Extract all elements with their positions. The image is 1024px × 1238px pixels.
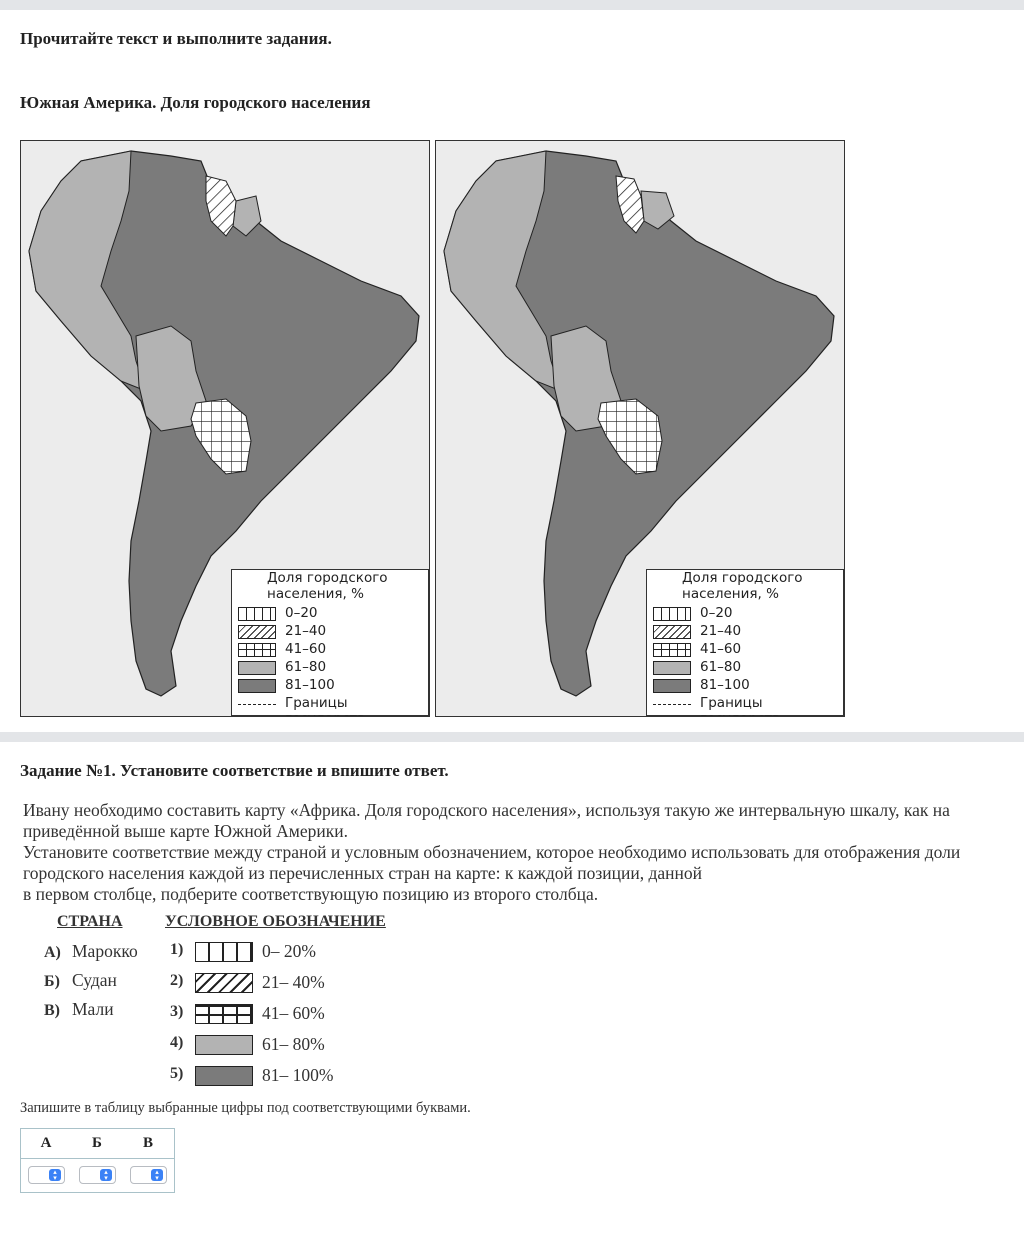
legend-item-21-40: 21–40: [653, 623, 843, 639]
south-america-map-right: [443, 150, 835, 697]
map-legend: Доля городского населения, % 0–20 21–40 …: [231, 569, 429, 716]
symbol-option-5: 5) 81– 100%: [170, 1065, 334, 1086]
answer-select-a[interactable]: ▴ ▾: [28, 1166, 65, 1184]
legend-item-borders: Границы государств: [238, 695, 428, 716]
south-america-map-left: [28, 150, 420, 697]
legend-title: Доля городского населения, %: [267, 570, 388, 602]
task-title: Задание №1. Установите соответствие и вп…: [20, 761, 449, 780]
map-legend: Доля городского населения, % 0–20 21–40 …: [646, 569, 844, 716]
legend-item-81-100: 81–100: [238, 677, 428, 693]
legend-item-21-40: 21–40: [238, 623, 428, 639]
region-41-60-paraguay: [190, 398, 252, 475]
swatch-diagonal-hatch: [195, 973, 253, 993]
answer-table-header: А Б В: [21, 1129, 174, 1159]
symbol-option-3: 3) 41– 60%: [170, 1003, 325, 1024]
answer-header-v: В: [142, 1135, 153, 1151]
answer-header-b: Б: [92, 1135, 102, 1151]
legend-item-61-80: 61–80: [653, 659, 843, 675]
legend-item-41-60: 41–60: [238, 641, 428, 657]
swatch-dark-grey: [195, 1066, 253, 1086]
legend-item-0-20: 0–20: [653, 605, 843, 621]
task-paragraph-2: Установите соответствие между страной и …: [23, 842, 961, 883]
answer-table: А Б В ▴ ▾ ▴ ▾ ▴ ▾: [20, 1128, 175, 1193]
swatch-grid: [195, 1004, 253, 1024]
select-arrow-icon: ▴ ▾: [151, 1169, 163, 1182]
answer-header-a: А: [40, 1135, 52, 1151]
select-arrow-icon: ▴ ▾: [49, 1169, 61, 1182]
legend-title: Доля городского населения, %: [682, 570, 803, 602]
answer-select-v[interactable]: ▴ ▾: [130, 1166, 167, 1184]
section-divider: [0, 732, 1024, 742]
task-paragraph-3: в первом столбце, подберите соответствую…: [23, 884, 599, 904]
region-21-40-guyana: [205, 175, 237, 237]
select-arrow-icon: ▴ ▾: [100, 1169, 112, 1182]
task-text: Ивану необходимо составить карту «Африка…: [23, 800, 1008, 905]
column-header-country: СТРАНА: [57, 913, 123, 930]
task-paragraph-1: Ивану необходимо составить карту «Африка…: [23, 800, 950, 841]
symbol-option-1: 1) 0– 20%: [170, 941, 316, 962]
region-41-60-paraguay: [597, 398, 663, 475]
country-item-v: В) Мали: [44, 999, 114, 1019]
legend-item-61-80: 61–80: [238, 659, 428, 675]
map-title: Южная Америка. Доля городского населения: [20, 93, 371, 112]
intro-text: Прочитайте текст и выполните задания.: [20, 29, 332, 48]
map-left: Доля городского населения, % 0–20 21–40 …: [20, 140, 430, 717]
map-right: Доля городского населения, % 0–20 21–40 …: [435, 140, 845, 717]
symbol-option-2: 2) 21– 40%: [170, 972, 325, 993]
write-instruction: Запишите в таблицу выбранные цифры под с…: [20, 1100, 471, 1116]
swatch-vertical-lines: [195, 942, 253, 962]
legend-item-81-100: 81–100: [653, 677, 843, 693]
symbol-option-4: 4) 61– 80%: [170, 1034, 325, 1055]
legend-item-0-20: 0–20: [238, 605, 428, 621]
country-item-a: А) Марокко: [44, 941, 138, 961]
legend-item-borders: Границы государств: [653, 695, 843, 716]
top-divider: [0, 0, 1024, 10]
country-item-b: Б) Судан: [44, 970, 117, 990]
legend-item-41-60: 41–60: [653, 641, 843, 657]
swatch-light-grey: [195, 1035, 253, 1055]
region-21-40-guyana: [615, 175, 645, 234]
answer-select-b[interactable]: ▴ ▾: [79, 1166, 116, 1184]
column-header-symbol: УСЛОВНОЕ ОБОЗНАЧЕНИЕ: [165, 913, 386, 930]
